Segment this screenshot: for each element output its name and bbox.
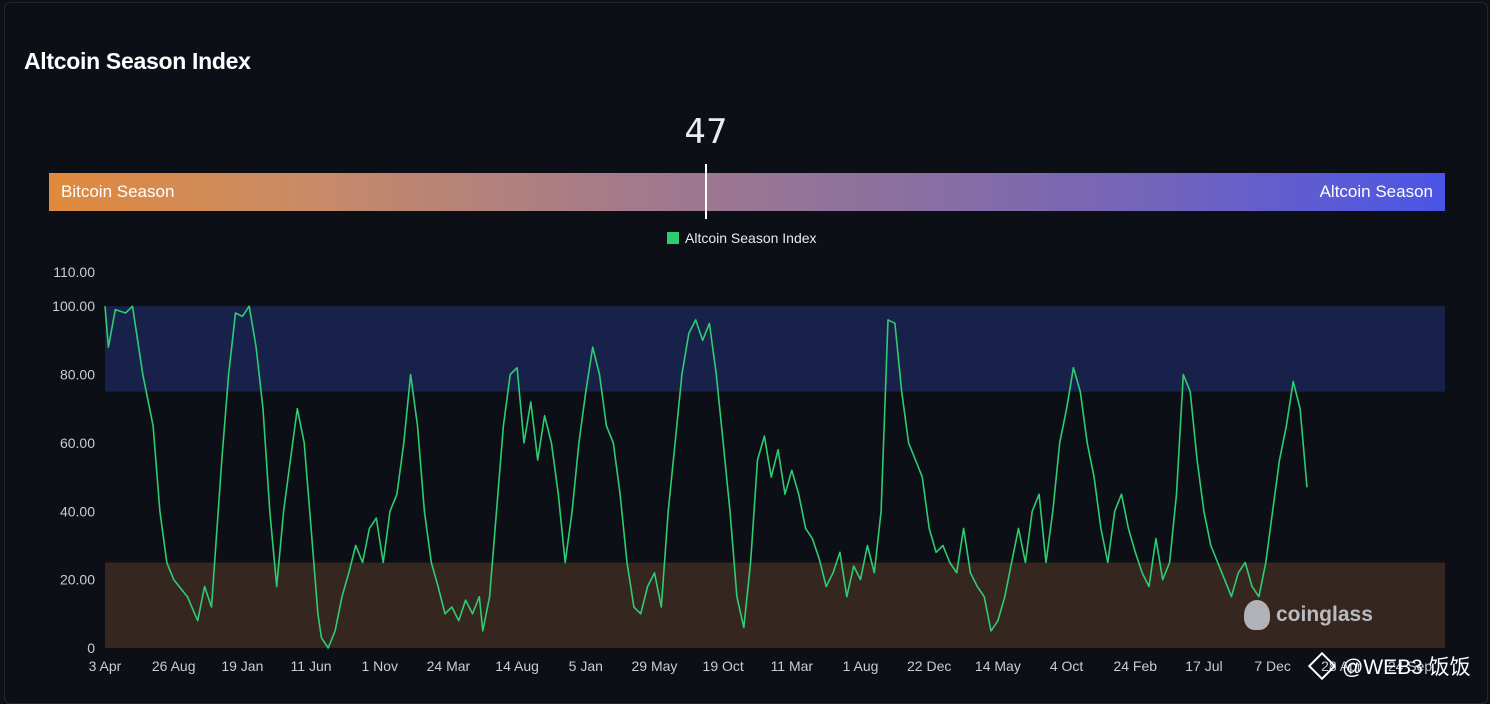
chart-legend[interactable]: Altcoin Season Index — [667, 230, 817, 246]
x-tick-label: 5 Jan — [569, 658, 603, 674]
x-tick-label: 24 Mar — [427, 658, 471, 674]
y-tick-label: 40.00 — [60, 503, 95, 519]
coinglass-logo-icon — [1244, 600, 1270, 630]
x-tick-label: 19 Jan — [221, 658, 263, 674]
x-tick-label: 24 Feb — [1113, 658, 1157, 674]
x-tick-label: 11 Jun — [291, 658, 332, 674]
author-overlay: @WEB3 饭饭 — [1307, 651, 1471, 681]
diamond-logo-icon — [1307, 651, 1337, 681]
current-index-value: 47 — [684, 112, 728, 152]
y-tick-label: 80.00 — [60, 367, 95, 383]
y-tick-label: 100.00 — [52, 298, 95, 314]
x-tick-label: 7 Dec — [1254, 658, 1291, 674]
x-tick-label: 22 Dec — [907, 658, 951, 674]
y-tick-label: 20.00 — [60, 572, 95, 588]
x-tick-label: 1 Nov — [361, 658, 398, 674]
bitcoin-season-label: Bitcoin Season — [61, 182, 175, 201]
altcoin-zone-band — [105, 306, 1445, 392]
author-overlay-text: @WEB3 饭饭 — [1342, 656, 1471, 679]
x-tick-label: 17 Jul — [1185, 658, 1222, 674]
x-tick-label: 14 May — [975, 658, 1021, 674]
legend-label: Altcoin Season Index — [685, 230, 817, 246]
season-gradient-bar: Bitcoin Season Altcoin Season — [49, 173, 1445, 211]
season-marker — [705, 164, 707, 219]
coinglass-watermark: coinglass — [1244, 600, 1373, 630]
x-tick-label: 19 Oct — [703, 658, 744, 674]
x-tick-label: 1 Aug — [843, 658, 879, 674]
x-tick-label: 26 Aug — [152, 658, 196, 674]
altcoin-season-label: Altcoin Season — [1319, 182, 1433, 201]
y-tick-label: 60.00 — [60, 435, 95, 451]
x-tick-label: 3 Apr — [89, 658, 122, 674]
y-tick-label: 110.00 — [53, 264, 95, 280]
series-line-altcoin-season-index — [104, 305, 1308, 649]
watermark-text: coinglass — [1276, 603, 1373, 626]
y-tick-label: 0 — [87, 640, 95, 656]
bitcoin-zone-band — [105, 562, 1445, 648]
page-title: Altcoin Season Index — [24, 48, 251, 74]
x-tick-label: 24 Sep — [1388, 658, 1433, 674]
x-tick-label: 14 Aug — [495, 658, 539, 674]
altcoin-season-chart: 0 20.00 40.00 60.00 80.00 100.00 110.00 3 Apr 26… — [52, 264, 1445, 674]
x-tick-label: 4 Oct — [1050, 658, 1084, 674]
x-tick-label: 11 Mar — [771, 658, 814, 674]
x-tick-label: 28 Apr — [1321, 658, 1362, 674]
x-tick-label: 29 May — [632, 658, 678, 674]
legend-swatch-icon — [667, 232, 679, 244]
